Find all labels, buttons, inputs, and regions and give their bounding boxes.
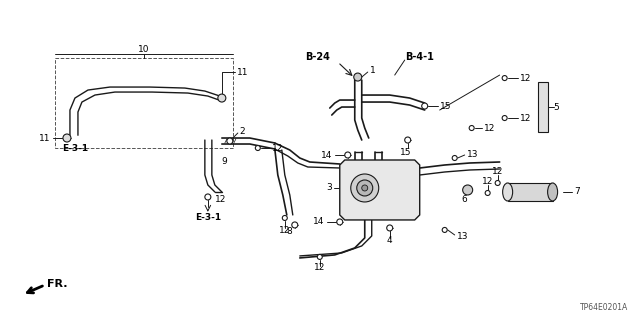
Circle shape	[227, 138, 233, 144]
Text: 15: 15	[400, 148, 412, 156]
Text: 13: 13	[457, 232, 468, 242]
Text: B-24: B-24	[305, 52, 330, 62]
Bar	[538, 82, 548, 132]
Ellipse shape	[548, 183, 557, 201]
Text: E-3-1: E-3-1	[62, 143, 88, 153]
Text: 14: 14	[321, 150, 333, 159]
Bar	[508, 183, 552, 201]
Circle shape	[422, 103, 428, 109]
Circle shape	[442, 228, 447, 232]
Circle shape	[404, 137, 411, 143]
Text: 12: 12	[520, 74, 531, 83]
Text: 12: 12	[215, 196, 226, 204]
Circle shape	[218, 94, 226, 102]
Text: 7: 7	[575, 188, 580, 196]
Circle shape	[337, 219, 343, 225]
Circle shape	[485, 190, 490, 196]
Bar	[55, 58, 233, 148]
Circle shape	[317, 254, 323, 260]
Text: TP64E0201A: TP64E0201A	[580, 303, 628, 312]
Circle shape	[452, 156, 457, 161]
Text: 11: 11	[38, 133, 50, 142]
Text: 2: 2	[240, 126, 246, 136]
Circle shape	[351, 174, 379, 202]
Text: 12: 12	[279, 227, 291, 236]
Circle shape	[356, 180, 372, 196]
Circle shape	[354, 73, 362, 81]
Text: 12: 12	[314, 263, 326, 272]
Ellipse shape	[502, 183, 513, 201]
Text: 8: 8	[286, 228, 292, 236]
Circle shape	[387, 225, 393, 231]
Text: 1: 1	[370, 66, 376, 75]
Text: 6: 6	[462, 196, 468, 204]
Circle shape	[463, 185, 473, 195]
Text: B-4-1: B-4-1	[404, 52, 433, 62]
Text: 3: 3	[326, 183, 332, 193]
Circle shape	[502, 76, 507, 81]
Text: 15: 15	[440, 101, 451, 110]
Circle shape	[282, 215, 287, 220]
Text: 12: 12	[272, 143, 283, 153]
Text: 13: 13	[467, 149, 478, 158]
Circle shape	[345, 152, 351, 158]
Polygon shape	[340, 160, 420, 220]
Circle shape	[63, 134, 71, 142]
Circle shape	[255, 146, 260, 150]
Text: 10: 10	[138, 44, 150, 53]
Circle shape	[469, 125, 474, 131]
Text: 12: 12	[520, 114, 531, 123]
Circle shape	[502, 116, 507, 121]
Text: 14: 14	[314, 218, 324, 227]
Text: 4: 4	[387, 236, 392, 245]
Text: FR.: FR.	[47, 279, 67, 289]
Text: 11: 11	[237, 68, 248, 76]
Text: 12: 12	[484, 124, 495, 132]
Text: 12: 12	[482, 178, 493, 187]
Circle shape	[362, 185, 368, 191]
Text: 9: 9	[222, 157, 228, 166]
Text: 12: 12	[492, 167, 503, 177]
Circle shape	[292, 222, 298, 228]
Text: 5: 5	[554, 102, 559, 112]
Circle shape	[205, 194, 211, 200]
Circle shape	[495, 180, 500, 186]
Text: E-3-1: E-3-1	[195, 213, 221, 222]
